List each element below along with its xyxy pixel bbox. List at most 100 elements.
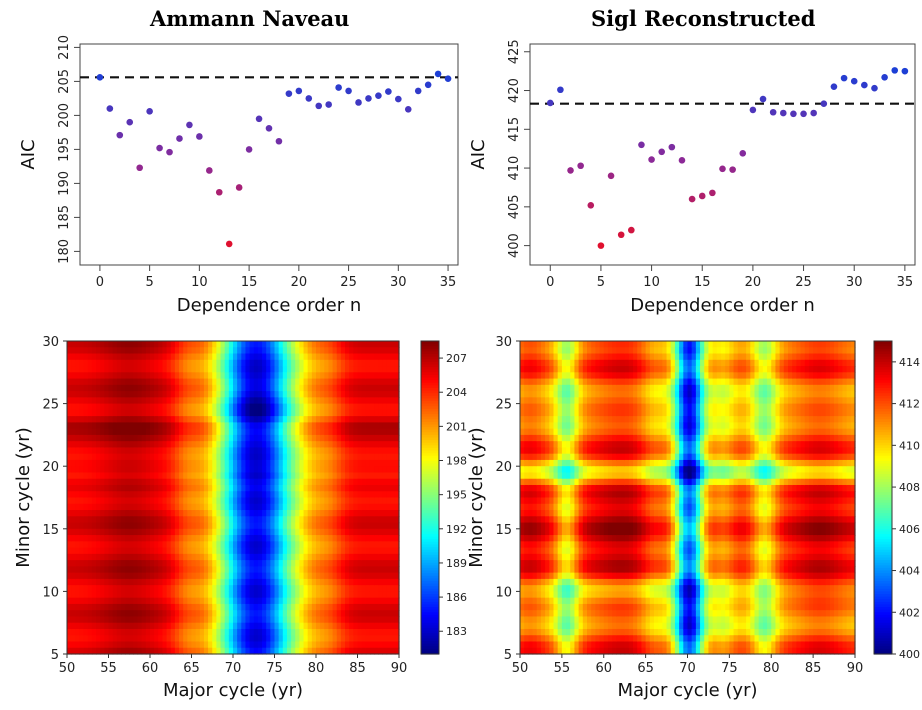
ammann-heatmap-cell xyxy=(195,603,201,611)
ammann-heatmap-cell xyxy=(245,603,251,611)
ammann-heatmap-cell xyxy=(129,597,134,605)
ammann-heatmap-cell xyxy=(316,384,321,392)
ammann-heatmap-cell xyxy=(374,384,379,392)
ammann-heatmap-cell xyxy=(224,578,230,586)
sigl-heatmap-cell xyxy=(532,522,538,530)
ammann-heatmap-cell xyxy=(345,459,350,467)
ammann-heatmap-cell xyxy=(195,516,201,524)
ammann-heatmap-cell xyxy=(274,566,280,574)
ammann-heatmap-cell xyxy=(282,422,288,430)
ammann-heatmap-cell xyxy=(320,491,325,499)
ammann-scatter-y-tick-label: 200 xyxy=(57,103,72,128)
ammann-heatmap-cell xyxy=(116,541,122,549)
sigl-heatmap-cell xyxy=(570,453,576,461)
sigl-heatmap-cell xyxy=(553,359,559,367)
ammann-heatmap-cell xyxy=(162,541,168,549)
ammann-heatmap-cell xyxy=(104,478,110,486)
ammann-heatmap-cell xyxy=(253,528,259,536)
ammann-heatmap-cell xyxy=(299,560,305,567)
ammann-heatmap-cell xyxy=(129,522,134,530)
ammann-heatmap-cell xyxy=(233,591,238,599)
ammann-heatmap-cell xyxy=(96,610,101,618)
ammann-heatmap-cell xyxy=(257,353,263,361)
ammann-heatmap-cell xyxy=(291,422,296,430)
ammann-heatmap-cell xyxy=(83,610,89,618)
ammann-heatmap-cell xyxy=(257,491,263,499)
ammann-heatmap-cell xyxy=(166,459,172,467)
sigl-scatter-x-tick-label: 35 xyxy=(897,275,914,290)
ammann-heatmap-cell xyxy=(266,628,271,636)
ammann-heatmap-cell xyxy=(79,366,85,373)
ammann-heatmap-cell xyxy=(195,353,201,361)
ammann-heatmap-cell xyxy=(145,510,151,517)
ammann-heatmap-cell xyxy=(199,622,205,630)
ammann-heatmap-cell xyxy=(71,516,76,524)
ammann-heatmap-cell xyxy=(332,384,338,392)
ammann-heatmap-cell xyxy=(374,459,379,467)
sigl-heatmap-cell xyxy=(532,359,538,367)
ammann-heatmap-cell xyxy=(125,416,130,423)
ammann-heatmap-cell xyxy=(324,603,330,611)
ammann-heatmap-cell xyxy=(71,422,76,430)
ammann-heatmap-cell xyxy=(104,441,110,449)
ammann-heatmap-cell xyxy=(112,528,118,536)
ammann-heatmap-cell xyxy=(257,384,263,392)
ammann-heatmap-cell xyxy=(349,397,354,405)
ammann-heatmap-cell xyxy=(71,647,76,655)
ammann-heatmap-cell xyxy=(187,528,193,536)
ammann-heatmap-cell xyxy=(104,397,110,405)
sigl-heatmap-cell xyxy=(532,516,538,524)
ammann-heatmap-cell xyxy=(199,478,205,486)
ammann-heatmap-cell xyxy=(345,572,350,580)
sigl-heatmap-cell xyxy=(536,516,542,524)
ammann-heatmap-cell xyxy=(179,384,184,392)
ammann-heatmap-cell xyxy=(295,535,300,542)
sigl-heatmap-cell xyxy=(557,416,563,423)
ammann-heatmap-cell xyxy=(216,397,222,405)
ammann-heatmap-cell xyxy=(137,384,143,392)
ammann-heatmap-cell xyxy=(79,359,85,367)
ammann-heatmap-cell xyxy=(365,603,371,611)
ammann-heatmap-cell xyxy=(187,516,193,524)
ammann-heatmap-cell xyxy=(120,541,126,549)
ammann-heatmap-colorbar-step xyxy=(421,346,439,350)
sigl-heatmap-cell xyxy=(540,428,546,436)
ammann-heatmap-cell xyxy=(291,635,296,643)
ammann-heatmap-cell xyxy=(365,459,371,467)
sigl-heatmap-cell xyxy=(570,434,576,442)
ammann-heatmap-cell xyxy=(158,572,164,580)
sigl-heatmap-cell xyxy=(536,353,542,361)
ammann-heatmap-cell xyxy=(75,622,81,630)
ammann-heatmap-cell xyxy=(257,484,263,492)
ammann-heatmap-cell xyxy=(266,597,271,605)
ammann-heatmap-cell xyxy=(262,472,267,480)
ammann-heatmap-cell xyxy=(245,622,251,630)
ammann-heatmap-cell xyxy=(320,397,325,405)
ammann-heatmap-cell xyxy=(303,472,309,480)
ammann-heatmap-cell xyxy=(386,497,392,505)
ammann-heatmap-cell xyxy=(369,453,375,461)
ammann-heatmap-cell xyxy=(67,422,72,430)
ammann-heatmap-cell xyxy=(249,366,255,373)
ammann-heatmap-cell xyxy=(183,603,188,611)
ammann-heatmap-cell xyxy=(394,359,400,367)
ammann-heatmap-cell xyxy=(282,484,288,492)
sigl-heatmap-cell xyxy=(553,428,559,436)
ammann-heatmap-cell xyxy=(378,541,383,549)
ammann-heatmap-cell xyxy=(203,647,209,655)
ammann-heatmap-cell xyxy=(67,510,72,517)
ammann-heatmap-cell xyxy=(291,616,296,624)
ammann-heatmap-cell xyxy=(137,366,143,373)
ammann-heatmap-cell xyxy=(345,516,350,524)
ammann-heatmap-cell xyxy=(266,391,271,398)
ammann-heatmap-cell xyxy=(295,391,300,398)
ammann-heatmap-cell xyxy=(174,572,180,580)
ammann-heatmap-cell xyxy=(382,641,388,649)
ammann-heatmap-cell xyxy=(79,422,85,430)
ammann-heatmap-cell xyxy=(216,491,222,499)
sigl-heatmap-cell xyxy=(520,610,525,618)
ammann-heatmap-cell xyxy=(311,647,317,655)
sigl-heatmap-cell xyxy=(557,428,563,436)
ammann-heatmap-cell xyxy=(286,628,292,636)
ammann-heatmap-cell xyxy=(145,628,151,636)
